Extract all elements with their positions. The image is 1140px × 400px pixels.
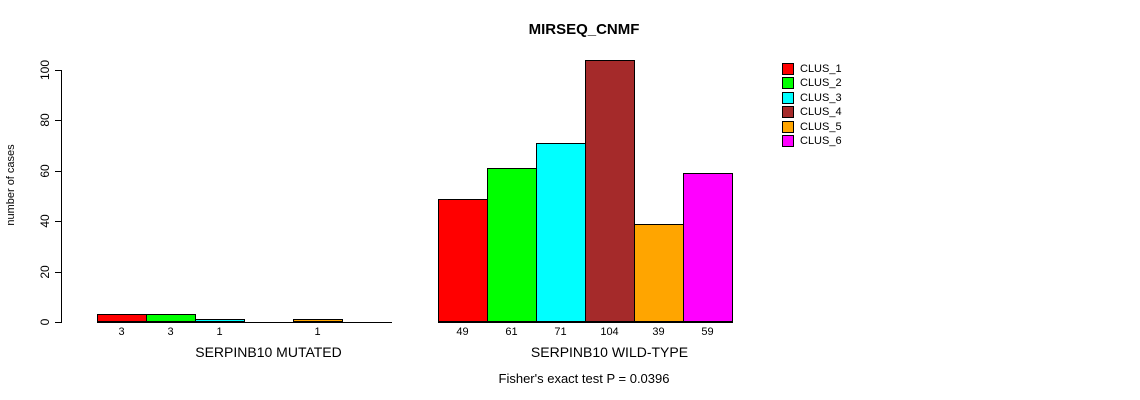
y-axis-tick-label: 0: [38, 318, 52, 326]
chart-title: MIRSEQ_CNMF: [528, 21, 640, 38]
y-axis-tick: [55, 120, 62, 121]
bar-clus_1: [438, 199, 488, 322]
legend-label: CLUS_6: [800, 135, 842, 147]
legend-label: CLUS_4: [800, 106, 842, 118]
bar-value-label: 3: [167, 326, 174, 338]
bar-value-label: 1: [216, 326, 223, 338]
y-axis-tick: [55, 221, 62, 222]
legend-swatch-icon: [782, 63, 794, 75]
y-axis-tick-label: 40: [38, 214, 52, 228]
bar-value-label: 49: [456, 326, 469, 338]
bar-value-label: 1: [314, 326, 321, 338]
y-axis-tick-label: 20: [38, 265, 52, 279]
x-axis-baseline: [438, 322, 733, 323]
legend-swatch-icon: [782, 92, 794, 104]
fisher-test-annotation: Fisher's exact test P = 0.0396: [498, 371, 670, 386]
group-label: SERPINB10 MUTATED: [195, 344, 342, 360]
y-axis-tick: [55, 322, 62, 323]
bar-clus_6: [683, 173, 733, 322]
legend-label: CLUS_3: [800, 92, 842, 104]
bar-value-label: 3: [118, 326, 125, 338]
bar-clus_5: [293, 319, 343, 322]
legend-label: CLUS_2: [800, 77, 842, 89]
y-axis-tick-label: 60: [38, 164, 52, 178]
y-axis-tick: [55, 70, 62, 71]
legend-label: CLUS_5: [800, 121, 842, 133]
bar-clus_2: [146, 314, 196, 322]
y-axis-tick-label: 100: [38, 59, 52, 81]
bar-value-label: 59: [701, 326, 714, 338]
bar-value-label: 71: [554, 326, 567, 338]
bar-clus_3: [536, 143, 586, 322]
legend-label: CLUS_1: [800, 63, 842, 75]
legend-swatch-icon: [782, 121, 794, 133]
bar-clus_5: [634, 224, 684, 322]
y-axis-tick: [55, 171, 62, 172]
legend-swatch-icon: [782, 135, 794, 147]
y-axis-tick-label: 80: [38, 113, 52, 127]
y-axis-label: number of cases: [5, 144, 17, 226]
bar-clus_2: [487, 168, 537, 322]
bar-clus_1: [97, 314, 147, 322]
bar-value-label: 39: [652, 326, 665, 338]
bar-clus_3: [195, 319, 245, 322]
group-label: SERPINB10 WILD-TYPE: [530, 344, 689, 360]
y-axis-line: [61, 70, 62, 323]
y-axis-tick: [55, 272, 62, 273]
legend-swatch-icon: [782, 77, 794, 89]
bar-value-label: 61: [505, 326, 518, 338]
legend-swatch-icon: [782, 106, 794, 118]
x-axis-baseline: [97, 322, 392, 323]
bar-clus_4: [585, 60, 635, 322]
bar-value-label: 104: [600, 326, 619, 338]
